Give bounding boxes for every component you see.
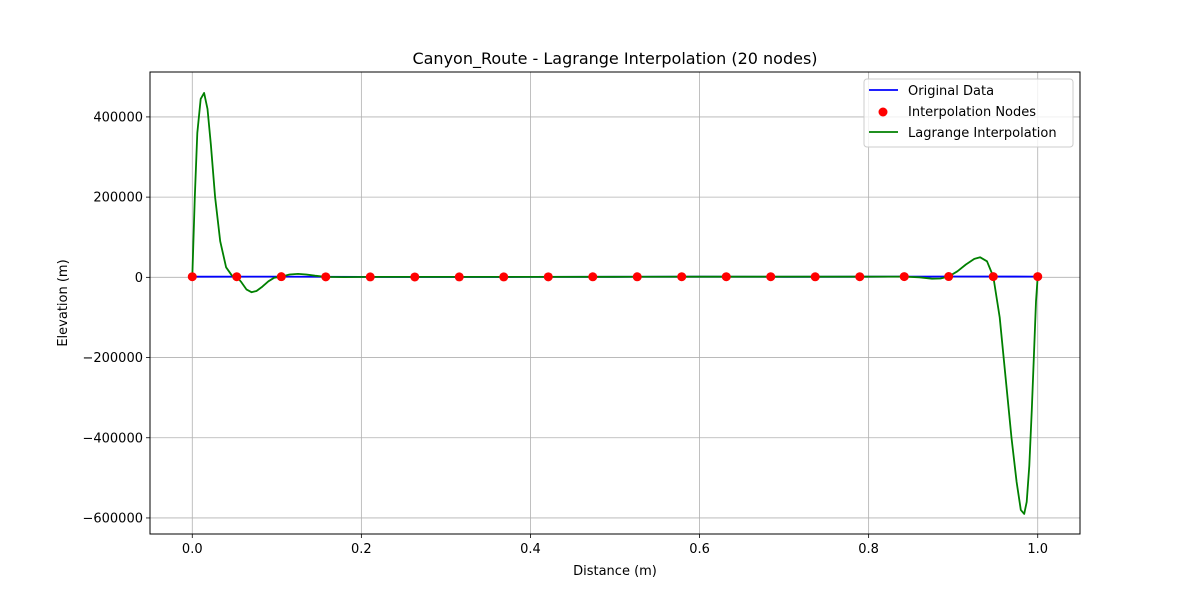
legend-box: [863, 78, 1074, 148]
plot-series: [187, 92, 1043, 515]
y-axis-label: Elevation (m): [56, 259, 71, 346]
x-tick-label: 1.0: [1027, 542, 1048, 557]
interpolation-node-point: [454, 272, 464, 282]
y-tick-label: 200000: [93, 191, 143, 206]
interpolation-node-point: [276, 272, 286, 282]
interpolation-node-point: [187, 272, 197, 282]
interpolation-node-point: [632, 272, 642, 282]
x-tick-label: 0.4: [520, 542, 541, 557]
interpolation-node-point: [810, 272, 820, 282]
interpolation-node-point: [543, 272, 553, 282]
y-tick-label: −400000: [82, 431, 143, 446]
legend-label: Original Data: [908, 84, 994, 99]
x-tick-label: 0.0: [182, 542, 203, 557]
interpolation-node-point: [410, 272, 420, 282]
interpolation-node-point: [721, 272, 731, 282]
y-tick-label: 0: [135, 271, 143, 286]
interpolation-node-point: [1033, 272, 1043, 282]
legend-label: Interpolation Nodes: [908, 105, 1036, 120]
interpolation-node-point: [944, 272, 954, 282]
legend-label: Lagrange Interpolation: [908, 126, 1057, 141]
plot-frame: [149, 71, 1081, 535]
legend: Original Data Interpolation Nodes Lagrange…: [863, 78, 1074, 148]
y-tick-label: −200000: [82, 351, 143, 366]
interpolation-node-point: [232, 272, 242, 282]
interpolation-node-point: [988, 272, 998, 282]
interpolation-node-point: [499, 272, 509, 282]
interpolation-node-point: [855, 272, 865, 282]
interpolation-node-point: [766, 272, 776, 282]
interpolation-node-point: [899, 272, 909, 282]
x-tick-label: 0.6: [689, 542, 710, 557]
interpolation-node-point: [588, 272, 598, 282]
y-tick-label: 400000: [93, 110, 143, 125]
y-axis-ticks: 400000 200000 0 −200000 −400000 −600000: [82, 110, 150, 526]
x-axis-ticks: 0.0 0.2 0.4 0.6 0.8 1.0: [182, 534, 1048, 557]
interpolation-node-point: [321, 272, 331, 282]
x-axis-label: Distance (m): [573, 564, 657, 579]
chart-title: Canyon_Route - Lagrange Interpolation (2…: [412, 49, 817, 69]
legend-marker: [878, 107, 888, 117]
x-tick-label: 0.2: [351, 542, 372, 557]
interpolation-node-point: [365, 272, 375, 282]
interpolation-node-point: [677, 272, 687, 282]
y-tick-label: −600000: [82, 511, 143, 526]
lagrange-interpolation-line: [191, 92, 1039, 515]
x-tick-label: 0.8: [858, 542, 879, 557]
